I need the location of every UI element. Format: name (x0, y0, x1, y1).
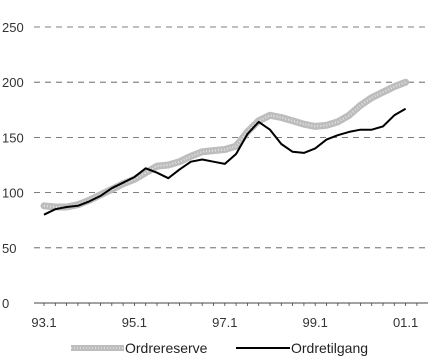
x-tick-labels: 93.1 95.1 97.1 99.1 01.1 (31, 315, 418, 330)
series-line-ordretilgang (43, 107, 407, 216)
series-line-ordrereserve-texture (43, 81, 406, 208)
y-tick-label: 50 (2, 241, 16, 256)
x-tick-label: 97.1 (212, 315, 237, 330)
legend-label-ordretilgang: Ordretilgang (291, 340, 368, 356)
y-tick-label: 200 (2, 75, 24, 90)
x-tick-label: 95.1 (122, 315, 147, 330)
x-tick-label: 99.1 (303, 315, 328, 330)
y-tick-label: 0 (2, 296, 9, 311)
y-tick-label: 150 (2, 130, 24, 145)
series-lines (40, 78, 410, 216)
gridlines (34, 26, 428, 249)
y-tick-label: 250 (2, 20, 24, 35)
y-tick-label: 100 (2, 186, 24, 201)
x-tick-label: 01.1 (393, 315, 418, 330)
x-tick-label: 93.1 (31, 315, 56, 330)
axes (34, 302, 428, 306)
series-line-ordrereserve (40, 78, 410, 211)
legend: Ordrereserve Ordretilgang (71, 340, 368, 356)
y-tick-labels: 0 50 100 150 200 250 (2, 20, 24, 311)
legend-label-ordrereserve: Ordrereserve (125, 340, 208, 356)
